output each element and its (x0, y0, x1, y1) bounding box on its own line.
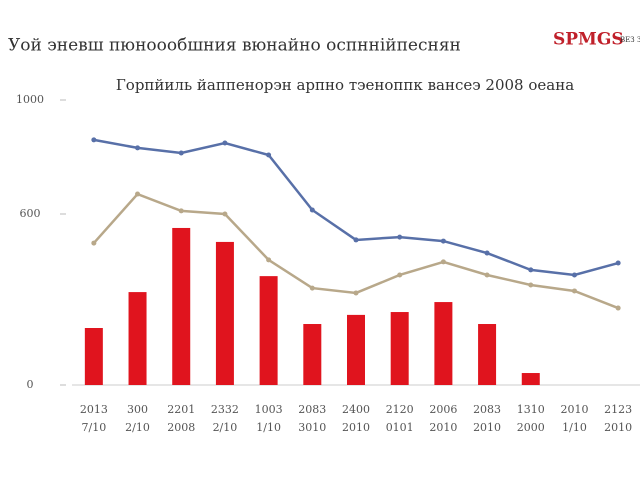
line-point (571, 272, 577, 278)
y-tick-label: 0 (27, 378, 34, 391)
line-point (397, 234, 403, 240)
x-tick-sublabel: 3010 (298, 421, 326, 434)
x-tick-sublabel: 2/10 (213, 421, 238, 434)
bar (521, 373, 540, 385)
bar (259, 276, 278, 385)
line-point (222, 140, 228, 146)
chart-title: Уой эневш пюноообшния вюнайно оспннійпес… (8, 36, 461, 56)
x-tick-label: 2332 (211, 403, 239, 416)
line-point (528, 267, 534, 273)
line-point (484, 272, 490, 278)
x-tick-label: 2120 (386, 403, 414, 416)
bar (347, 314, 365, 385)
logo: SPMGS (553, 30, 624, 50)
bar (84, 328, 103, 385)
x-tick-label: 2083 (473, 403, 501, 416)
x-tick-label: 300 (127, 403, 148, 416)
line-point (91, 137, 97, 143)
line-point (178, 150, 184, 156)
y-tick-label: 1000 (16, 93, 44, 106)
chart-subtitle: Горпйиль йаппенорэн арпно тэеноппк вансе… (116, 76, 574, 94)
line-point (615, 260, 621, 266)
x-tick-label: 2010 (560, 403, 588, 416)
line-point (440, 238, 446, 244)
x-tick-label: 2013 (80, 403, 108, 416)
line-point (440, 259, 446, 265)
x-tick-sublabel: 2/10 (125, 421, 150, 434)
bar (128, 292, 147, 385)
logo-note: ВЕЗ ЗИЕ (620, 36, 640, 44)
line-point (309, 285, 315, 291)
y-tick-label: 600 (20, 207, 41, 220)
line-point (266, 152, 272, 158)
line-point (309, 207, 315, 213)
line-point (528, 282, 534, 288)
line-point (91, 240, 97, 246)
bar (390, 312, 409, 385)
line-point (397, 272, 403, 278)
line-point (135, 191, 141, 197)
x-tick-sublabel: 2000 (517, 421, 545, 434)
line-point (615, 305, 621, 311)
line-point (353, 237, 359, 243)
x-tick-sublabel: 2008 (167, 421, 195, 434)
x-tick-sublabel: 1/10 (562, 421, 587, 434)
x-tick-label: 2400 (342, 403, 370, 416)
bar (478, 324, 497, 385)
x-tick-sublabel: 0101 (386, 421, 414, 434)
x-tick-label: 1003 (255, 403, 283, 416)
x-tick-sublabel: 2010 (473, 421, 501, 434)
x-tick-label: 2006 (429, 403, 457, 416)
bar (303, 324, 322, 385)
line-point (178, 208, 184, 214)
x-tick-sublabel: 1/10 (256, 421, 281, 434)
bar (172, 227, 191, 385)
x-tick-sublabel: 2010 (429, 421, 457, 434)
x-tick-sublabel: 7/10 (81, 421, 106, 434)
line-point (353, 290, 359, 296)
line-point (222, 211, 228, 217)
line-point (571, 288, 577, 294)
line-point (266, 257, 272, 263)
line-point (135, 145, 141, 151)
x-tick-label: 2201 (167, 403, 195, 416)
bar (215, 241, 234, 385)
x-tick-label: 1310 (517, 403, 545, 416)
x-tick-label: 2083 (298, 403, 326, 416)
x-tick-label: 2123 (604, 403, 632, 416)
x-tick-sublabel: 2010 (604, 421, 632, 434)
line-point (484, 250, 490, 256)
bar (434, 302, 453, 385)
x-tick-sublabel: 2010 (342, 421, 370, 434)
